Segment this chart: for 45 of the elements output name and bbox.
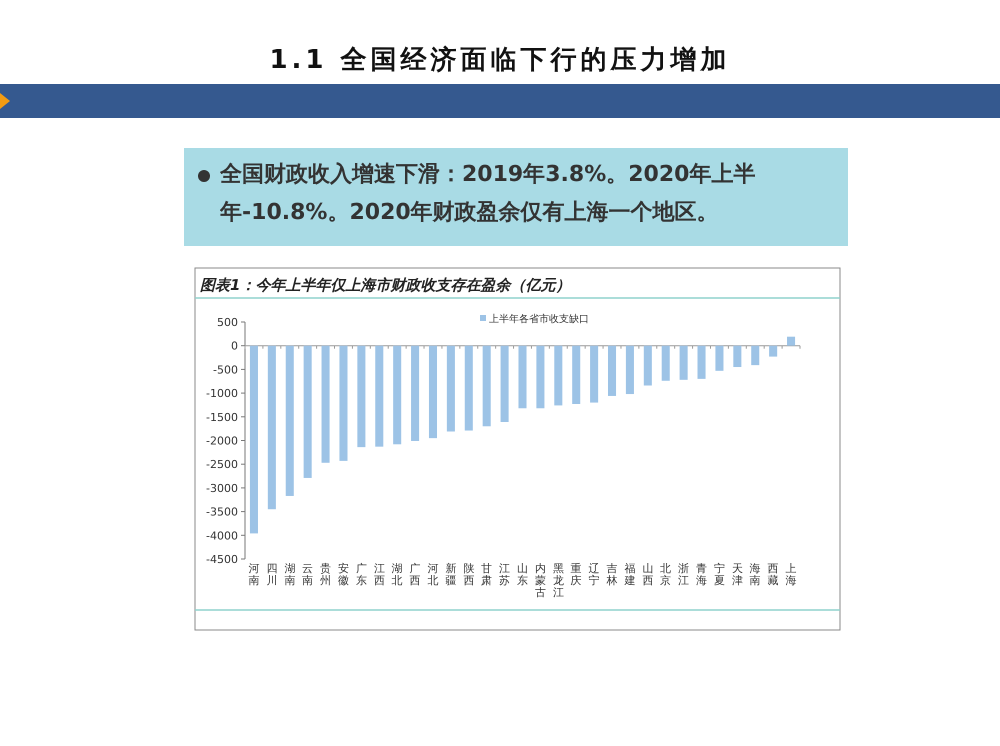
y-tick-label: -3500 <box>206 506 238 519</box>
x-tick-label: 内蒙古 <box>534 562 546 599</box>
x-tick-label: 吉林 <box>606 562 618 587</box>
x-tick-label: 重庆 <box>570 562 582 587</box>
y-tick-label: 0 <box>231 340 238 353</box>
x-tick-label: 云南 <box>302 563 314 587</box>
x-tick-label: 青海 <box>696 562 708 587</box>
chart-subtitle: 图表1：今年上半年仅上海市财政收支存在盈余（亿元） <box>200 276 570 294</box>
y-tick-label: 500 <box>217 316 238 329</box>
x-tick-label: 西藏 <box>768 563 779 587</box>
x-tick-label: 宁夏 <box>714 562 725 587</box>
x-tick-label: 浙江 <box>678 562 690 587</box>
x-tick-label: 河南 <box>248 563 260 587</box>
x-tick-label: 陕西 <box>463 563 474 587</box>
x-tick-label: 四川 <box>266 563 278 587</box>
chart-title: 1.1 全国经济面临下行的压力增加 <box>269 45 731 75</box>
x-tick-label: 福建 <box>623 562 636 587</box>
x-tick-label: 黑龙江 <box>552 563 564 599</box>
x-tick-label: 广西 <box>410 562 421 587</box>
x-tick-label: 海南 <box>750 563 761 587</box>
x-tick-label: 北京 <box>660 562 672 587</box>
x-tick-label: 山东 <box>517 562 528 587</box>
y-tick-label: -4500 <box>206 553 238 566</box>
y-tick-label: -1000 <box>206 387 238 400</box>
y-tick-label: -2000 <box>206 434 238 448</box>
x-tick-label: 贵州 <box>320 562 332 587</box>
x-tick-label: 广东 <box>356 562 367 587</box>
y-tick-label: -3000 <box>206 482 238 495</box>
y-tick-label: -2500 <box>206 458 238 472</box>
x-tick-label: 江西 <box>374 563 385 587</box>
y-tick-label: -500 <box>213 363 238 376</box>
legend-label: 上半年各省市收支缺口 <box>489 313 589 325</box>
x-tick-label: 天津 <box>732 563 743 587</box>
x-tick-label: 上海 <box>786 562 797 587</box>
x-tick-label: 湖南 <box>284 563 296 587</box>
x-tick-label: 山西 <box>642 562 654 587</box>
x-tick-label: 新疆 <box>445 562 456 587</box>
x-tick-label: 安徽 <box>338 562 349 587</box>
y-tick-label: -4000 <box>206 529 238 542</box>
x-tick-label: 湖北 <box>392 563 403 587</box>
y-tick-label: -1500 <box>206 410 238 424</box>
x-tick-label: 江苏 <box>499 563 510 587</box>
x-tick-label: 甘肃 <box>481 562 492 587</box>
x-tick-label: 河北 <box>427 563 438 587</box>
x-tick-label: 辽宁 <box>588 563 600 587</box>
